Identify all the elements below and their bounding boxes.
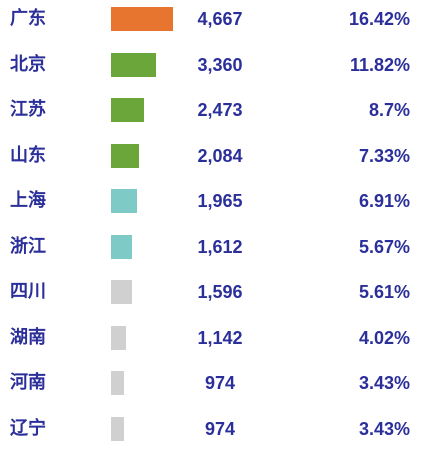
- value-label: 974: [204, 373, 236, 393]
- region-label: 四川: [10, 281, 46, 302]
- table-row: 四川 1,596 5.61%: [0, 273, 430, 311]
- value-label: 1,612: [197, 236, 243, 257]
- value-bar: [111, 52, 156, 77]
- percent-label: 5.67%: [358, 236, 410, 257]
- value-bar: [111, 325, 126, 350]
- value-bar: [111, 416, 124, 441]
- value-bar: [111, 371, 124, 395]
- value-label: 4,667: [197, 9, 243, 29]
- value-label: 2,084: [197, 145, 243, 166]
- region-label: 广东: [10, 8, 46, 29]
- region-label: 河南: [10, 372, 46, 393]
- table-row: 浙江 1,612 5.67%: [0, 228, 430, 266]
- percent-label: 4.02%: [358, 327, 410, 348]
- value-label: 1,965: [197, 191, 243, 211]
- region-label: 辽宁: [10, 417, 46, 439]
- percent-label: 6.91%: [358, 191, 410, 211]
- table-row: 山东 2,084 7.33%: [0, 137, 430, 175]
- percent-label: 11.82%: [349, 54, 410, 75]
- region-label: 上海: [10, 190, 46, 211]
- value-bar: [111, 7, 173, 31]
- table-row: 湖南 1,142 4.02%: [0, 319, 430, 357]
- table-row: 河南 974 3.43%: [0, 364, 430, 402]
- percent-label: 3.43%: [358, 418, 410, 439]
- region-label: 浙江: [10, 235, 46, 257]
- value-label: 1,142: [197, 327, 243, 348]
- percent-label: 3.43%: [358, 373, 410, 393]
- region-label: 湖南: [10, 326, 46, 348]
- value-label: 2,473: [197, 100, 243, 120]
- region-label: 北京: [10, 53, 46, 75]
- percent-label: 8.7%: [368, 100, 410, 120]
- region-label: 江苏: [10, 99, 46, 120]
- value-bar: [111, 143, 139, 168]
- percent-label: 16.42%: [348, 9, 410, 29]
- value-label: 1,596: [197, 282, 243, 302]
- table-row: 江苏 2,473 8.7%: [0, 91, 430, 129]
- value-label: 974: [204, 418, 236, 439]
- value-bar: [111, 280, 132, 304]
- percent-label: 7.33%: [358, 145, 410, 166]
- region-label: 山东: [10, 144, 46, 166]
- value-bar: [111, 234, 132, 259]
- table-row: 上海 1,965 6.91%: [0, 182, 430, 220]
- table-row: 辽宁 974 3.43%: [0, 410, 430, 448]
- value-bar: [111, 98, 144, 122]
- percent-label: 5.61%: [358, 282, 410, 302]
- table-row: 北京 3,360 11.82%: [0, 46, 430, 84]
- value-label: 3,360: [197, 54, 243, 75]
- value-bar: [111, 189, 137, 213]
- table-row: 广东 4,667 16.42%: [0, 0, 430, 38]
